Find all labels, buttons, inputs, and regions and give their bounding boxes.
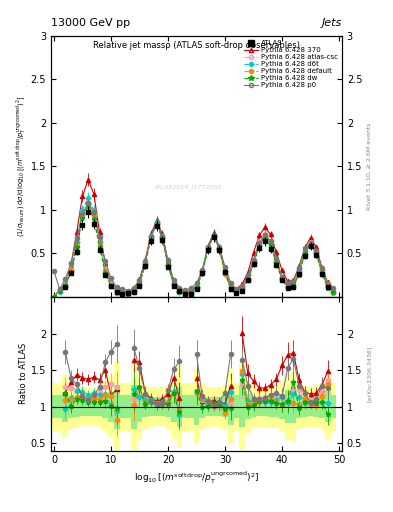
Legend: ATLAS, Pythia 6.428 370, Pythia 6.428 atlas-csc, Pythia 6.428 d6t, Pythia 6.428 : ATLAS, Pythia 6.428 370, Pythia 6.428 at… xyxy=(243,39,338,89)
Text: Relative jet massρ (ATLAS soft-drop observables): Relative jet massρ (ATLAS soft-drop obse… xyxy=(93,41,300,50)
Text: Jets: Jets xyxy=(321,18,342,28)
Y-axis label: Ratio to ATLAS: Ratio to ATLAS xyxy=(19,343,28,404)
Y-axis label: [arXiv:1306.3436]: [arXiv:1306.3436] xyxy=(366,346,371,402)
Y-axis label: Rivet 3.1.10, ≥ 2.6M events: Rivet 3.1.10, ≥ 2.6M events xyxy=(366,123,371,210)
Text: 13000 GeV pp: 13000 GeV pp xyxy=(51,18,130,28)
Text: ATLAS2019_I1772062: ATLAS2019_I1772062 xyxy=(154,184,222,190)
X-axis label: $\log_{10}[(m^{\rm soft\,drop}/p_{\rm T}^{\rm ungroomed})^2]$: $\log_{10}[(m^{\rm soft\,drop}/p_{\rm T}… xyxy=(134,470,259,486)
Y-axis label: $(1/\sigma_{\rm resum})$ d$\sigma$/d$\,\log_{10}$$[(m^{\rm soft\,drop}/p_{\rm T}: $(1/\sigma_{\rm resum})$ d$\sigma$/d$\,\… xyxy=(15,96,28,237)
